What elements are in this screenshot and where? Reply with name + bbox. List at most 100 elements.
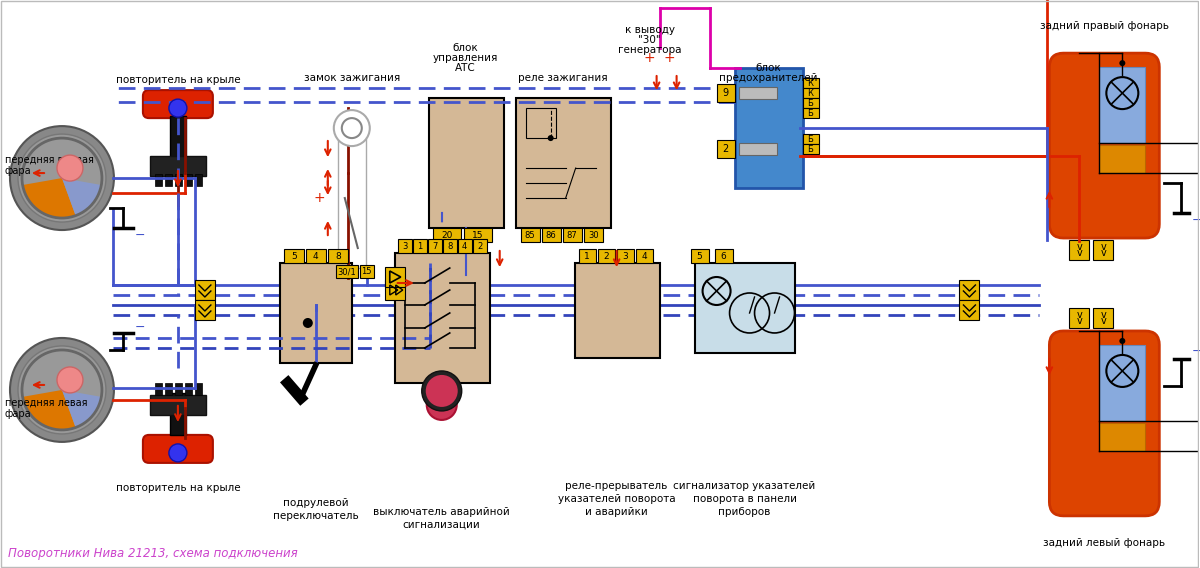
Bar	[284, 249, 304, 263]
Text: фара: фара	[5, 166, 31, 176]
Text: 7: 7	[432, 241, 438, 250]
Text: поворота в панели: поворота в панели	[692, 494, 797, 504]
Bar	[734, 68, 803, 188]
Bar	[164, 383, 172, 395]
Text: фара: фара	[5, 409, 31, 419]
Bar	[1099, 345, 1145, 421]
Text: Б: Б	[808, 145, 814, 153]
Bar	[194, 280, 215, 300]
Bar	[1069, 240, 1090, 260]
Bar	[1069, 308, 1090, 328]
Text: 2: 2	[604, 252, 608, 261]
Bar	[714, 249, 732, 263]
Text: и аварийки: и аварийки	[586, 507, 648, 517]
Text: 86: 86	[546, 231, 557, 240]
Bar	[636, 249, 653, 263]
Bar	[617, 249, 634, 263]
Text: v: v	[1076, 310, 1082, 320]
FancyBboxPatch shape	[1049, 53, 1159, 238]
Text: сигнализатор указателей: сигнализатор указателей	[673, 481, 816, 491]
Text: 30/1: 30/1	[337, 267, 356, 276]
Wedge shape	[62, 390, 101, 428]
Text: передняя правая: передняя правая	[5, 155, 94, 165]
Bar	[578, 249, 595, 263]
Bar	[194, 300, 215, 320]
Bar	[521, 228, 540, 242]
Bar	[738, 87, 776, 99]
Bar	[155, 174, 162, 186]
Text: 2: 2	[478, 241, 482, 250]
Text: выключатель аварийной: выключатель аварийной	[373, 507, 510, 517]
Text: +: +	[314, 191, 325, 205]
Text: 4: 4	[462, 241, 467, 250]
Bar	[598, 249, 614, 263]
Text: −: −	[134, 320, 145, 333]
Bar	[360, 265, 373, 278]
Text: генератора: генератора	[618, 45, 682, 55]
Text: 20: 20	[442, 231, 452, 240]
Text: 3: 3	[623, 252, 628, 261]
Circle shape	[1120, 60, 1126, 66]
Text: 1: 1	[418, 241, 422, 250]
Bar	[194, 383, 202, 395]
Bar	[526, 108, 556, 138]
Text: 8: 8	[448, 241, 452, 250]
Bar	[185, 383, 192, 395]
Circle shape	[421, 371, 462, 411]
Bar	[803, 78, 818, 88]
Text: 1: 1	[584, 252, 590, 261]
Text: передняя левая: передняя левая	[5, 398, 88, 408]
Circle shape	[169, 99, 187, 117]
Bar	[473, 239, 487, 253]
Circle shape	[56, 155, 83, 181]
Bar	[541, 228, 560, 242]
Text: 6: 6	[721, 252, 726, 261]
Text: −: −	[1192, 214, 1200, 227]
Text: 15: 15	[361, 267, 372, 276]
Bar	[803, 134, 818, 144]
Bar	[960, 280, 979, 300]
Circle shape	[426, 375, 457, 407]
Wedge shape	[62, 178, 101, 216]
Text: −: −	[134, 228, 145, 241]
Text: замок зажигания: замок зажигания	[304, 73, 400, 83]
Text: реле-прерыватель: реле-прерыватель	[565, 481, 668, 491]
Bar	[1099, 145, 1145, 173]
Bar	[516, 98, 611, 228]
Circle shape	[427, 390, 457, 420]
Bar	[395, 253, 490, 383]
Circle shape	[56, 367, 83, 393]
Bar	[170, 116, 186, 158]
Bar	[803, 98, 818, 108]
Circle shape	[10, 338, 114, 442]
Text: блок: блок	[452, 43, 479, 53]
Text: Б: Б	[808, 135, 814, 144]
FancyBboxPatch shape	[143, 90, 212, 118]
Text: АТС: АТС	[455, 63, 476, 73]
Text: 9: 9	[722, 88, 728, 98]
Bar	[738, 143, 776, 155]
Bar	[716, 84, 734, 102]
Text: задний правый фонарь: задний правый фонарь	[1040, 21, 1169, 31]
Text: v: v	[1100, 248, 1106, 258]
Bar	[185, 174, 192, 186]
Text: 3: 3	[402, 241, 408, 250]
Text: переключатель: переключатель	[272, 511, 359, 521]
FancyBboxPatch shape	[143, 435, 212, 463]
Text: к выводу: к выводу	[625, 25, 674, 35]
Text: повторитель на крыле: повторитель на крыле	[115, 75, 240, 85]
Text: +: +	[664, 51, 676, 65]
Bar	[1093, 240, 1114, 260]
Bar	[194, 174, 202, 186]
Text: 5: 5	[697, 252, 702, 261]
Text: сигнализации: сигнализации	[403, 520, 481, 530]
Text: 15: 15	[472, 231, 484, 240]
Bar	[427, 239, 442, 253]
Bar	[428, 98, 504, 228]
Bar	[397, 239, 412, 253]
Circle shape	[302, 318, 313, 328]
Text: задний левый фонарь: задний левый фонарь	[1043, 538, 1165, 548]
Bar	[716, 140, 734, 158]
Bar	[150, 395, 206, 415]
Bar	[1093, 308, 1114, 328]
